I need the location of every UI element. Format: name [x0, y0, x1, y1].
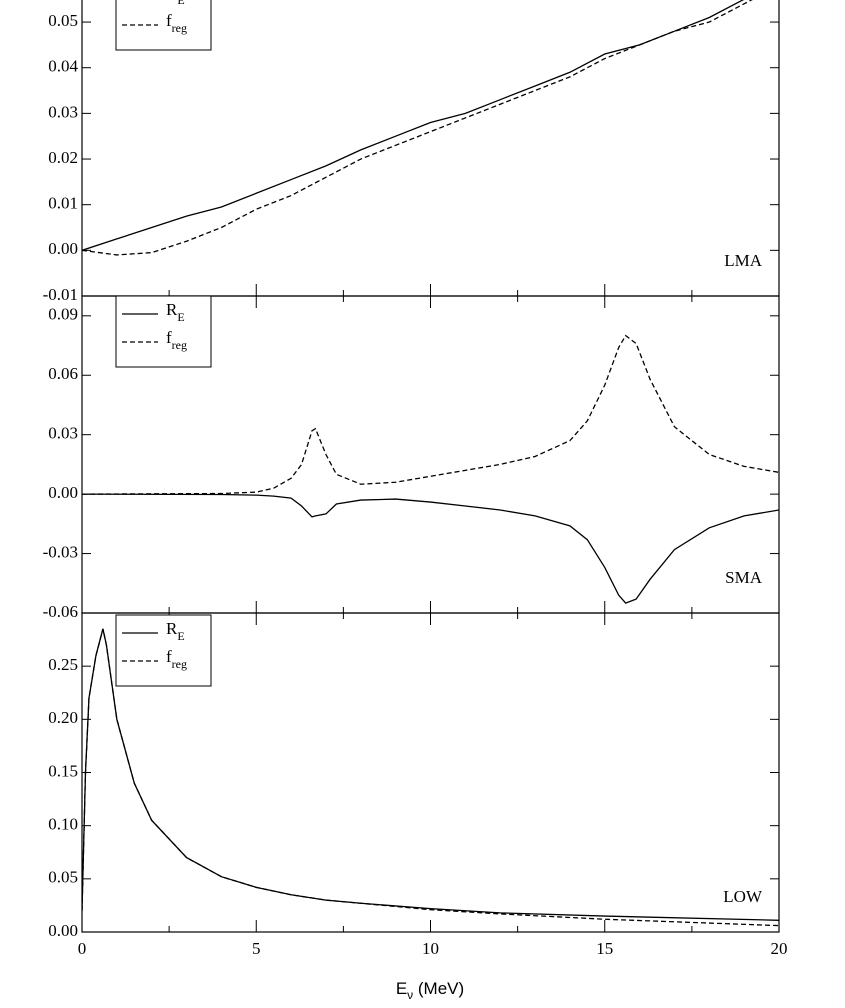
y-tick-label: 0.02	[48, 148, 78, 167]
x-tick-label: 5	[252, 939, 261, 958]
y-tick-label: 0.00	[48, 921, 78, 940]
y-tick-label: 0.15	[48, 761, 78, 780]
y-tick-label: -0.06	[43, 602, 78, 621]
y-tick-label: -0.01	[43, 285, 78, 304]
y-tick-label: 0.20	[48, 708, 78, 727]
x-axis-label-rest: (MeV)	[413, 979, 464, 998]
legend-name: f	[166, 11, 172, 30]
y-tick-label: 0.09	[48, 305, 78, 324]
legend-label: freg	[166, 328, 187, 352]
panel-label: SMA	[725, 568, 763, 587]
y-tick-label: 0.00	[48, 483, 78, 502]
legend-box	[115, 614, 212, 687]
legend-name: R	[166, 300, 178, 319]
legend-subscript: reg	[172, 657, 187, 671]
legend-subscript: reg	[172, 338, 187, 352]
data-line	[82, 0, 753, 256]
x-tick-label: 0	[78, 939, 87, 958]
legend-subscript: E	[177, 629, 184, 643]
data-line	[82, 493, 779, 604]
y-tick-label: 0.25	[48, 655, 78, 674]
legend-name: R	[166, 619, 178, 638]
legend-label: freg	[166, 647, 187, 671]
legend-name: f	[166, 328, 172, 347]
y-tick-label: 0.03	[48, 424, 78, 443]
legend-label: freg	[166, 11, 187, 35]
y-tick-label: 0.10	[48, 815, 78, 834]
x-axis-label-sub: ν	[407, 988, 413, 1002]
x-tick-label: 20	[771, 939, 788, 958]
legend-label: RE	[166, 619, 185, 643]
panel-label: LOW	[723, 887, 763, 906]
legend-label: RE	[166, 300, 185, 324]
x-tick-label: 10	[422, 939, 439, 958]
y-tick-label: 0.05	[48, 868, 78, 887]
panel-label: LMA	[724, 251, 763, 270]
y-tick-label: 0.04	[48, 57, 78, 76]
y-tick-label: 0.06	[48, 364, 78, 383]
legend-subscript: E	[177, 0, 184, 7]
data-line	[82, 628, 779, 921]
legend-box	[115, 295, 212, 368]
data-line	[82, 628, 779, 927]
x-tick-label: 15	[596, 939, 613, 958]
y-tick-label: 0.01	[48, 194, 78, 213]
y-tick-label: 0.05	[48, 11, 78, 30]
legend-subscript: reg	[172, 21, 187, 35]
x-axis-label-main: E	[396, 979, 407, 998]
y-tick-label: 0.03	[48, 102, 78, 121]
legend-name: f	[166, 647, 172, 666]
y-tick-label: -0.03	[43, 542, 78, 561]
legend-subscript: E	[177, 310, 184, 324]
legend-name: R	[166, 0, 178, 2]
x-axis-label: Eν (MeV)	[396, 979, 464, 1002]
y-tick-label: 0.00	[48, 239, 78, 258]
legend-label: RE	[166, 0, 185, 7]
data-line	[82, 334, 779, 495]
